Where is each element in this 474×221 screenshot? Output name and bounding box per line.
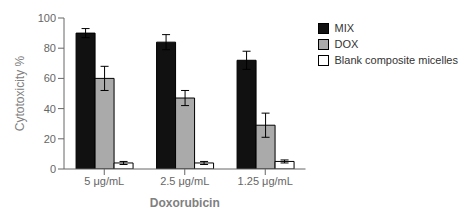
svg-text:60: 60 bbox=[44, 72, 56, 84]
svg-text:20: 20 bbox=[44, 133, 56, 145]
svg-text:100: 100 bbox=[38, 12, 56, 24]
html-text:Blank composite micelles: Blank composite micelles bbox=[334, 54, 458, 66]
svg-text:80: 80 bbox=[44, 42, 56, 54]
svg-text:5 μg/mL: 5 μg/mL bbox=[84, 175, 124, 187]
svg-text:Cytotoxicity %: Cytotoxicity % bbox=[13, 55, 27, 131]
svg-text:2.5 μg/mL: 2.5 μg/mL bbox=[160, 175, 209, 187]
svg-text:1.25 μg/mL: 1.25 μg/mL bbox=[238, 175, 293, 187]
svg-text:40: 40 bbox=[44, 103, 56, 115]
html-text:DOX: DOX bbox=[334, 38, 359, 50]
html-text:MIX: MIX bbox=[334, 22, 355, 34]
svg-text:Doxorubicin: Doxorubicin bbox=[150, 196, 220, 210]
svg-text:0: 0 bbox=[50, 163, 56, 175]
